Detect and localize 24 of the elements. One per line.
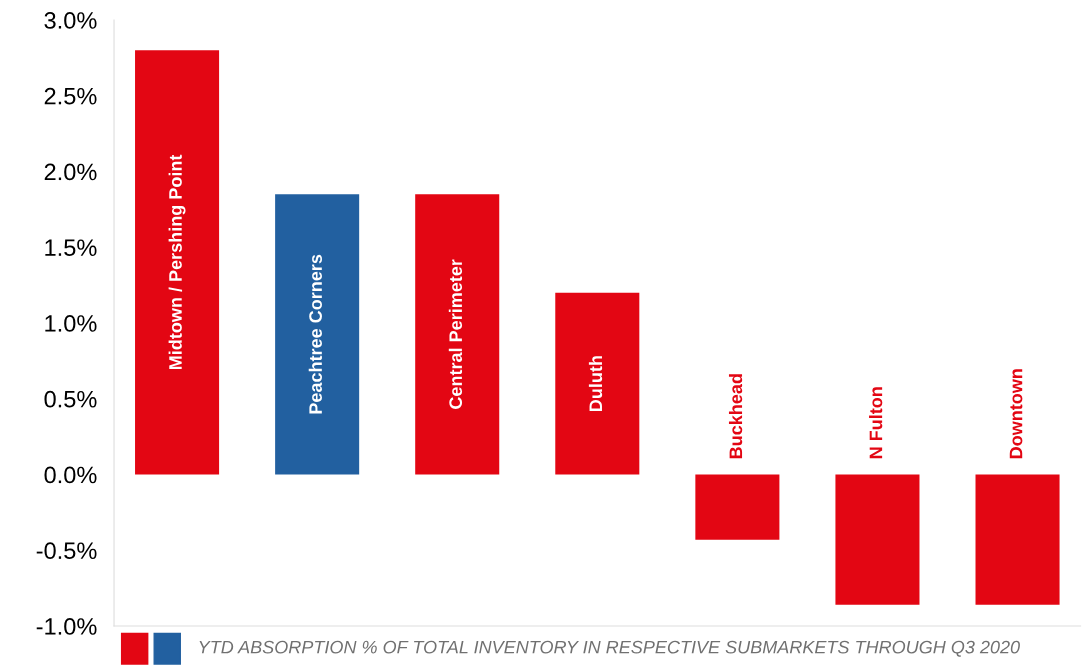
bar [275,194,360,475]
bar [555,292,640,475]
x-tick-label: N Fulton [869,387,883,459]
x-tick-label: Central Perimeter [448,259,463,409]
y-tick-label: 3.0% [44,12,97,29]
text: YTD ABSORPTION % OF TOTAL INVENTORY IN RESPECTIVE SUBMARKETS THROUGH Q3 2020 [199,640,1020,657]
y-tick-label: 0.0% [44,466,97,484]
bar [135,50,220,475]
bar [415,194,500,475]
bar [695,474,780,540]
x-tick-label: Buckhead [728,374,743,459]
x-tick-label: Duluth [588,356,603,411]
y-tick-label: -0.5% [36,542,97,560]
y-tick-label: 2.0% [44,163,97,181]
bar [975,474,1060,605]
y-tick-label: 1.0% [45,315,97,332]
x-tick-label: Peachtree Corners [308,254,322,414]
x-tick-label: Midtown / Pershing Point [168,154,186,370]
y-tick-label: -1.0% [36,618,97,635]
y-tick-label: 0.5% [44,390,97,408]
bar [835,474,920,605]
x-tick-label: Downtown [1009,369,1023,459]
y-tick-label: 1.5% [45,239,97,257]
y-tick-label: 2.5% [44,87,97,105]
